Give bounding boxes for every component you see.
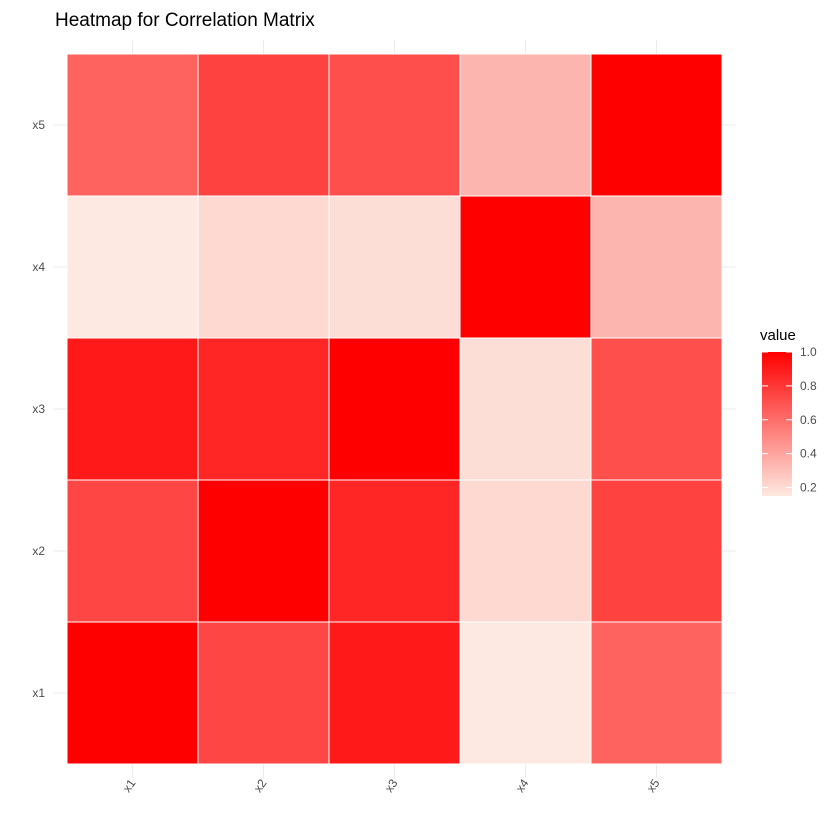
heatmap-cell-x4-x1 <box>66 195 199 339</box>
heatmap-cell-x1-x1 <box>66 621 199 765</box>
heatmap-cell-x2-x1 <box>66 479 199 623</box>
x-tick-label: x5 <box>644 776 663 795</box>
legend-colorbar <box>762 352 792 496</box>
heatmap-cell-x5-x2 <box>197 53 330 197</box>
heatmap-cell-x4-x5 <box>590 195 723 339</box>
color-legend: value 0.2 0.4 0.6 0.8 1.0 <box>760 327 817 496</box>
heatmap-cell-x3-x3 <box>328 337 461 481</box>
heatmap-cells <box>66 53 723 765</box>
y-tick-label: x5 <box>32 118 45 132</box>
heatmap-cell-x2-x4 <box>459 479 592 623</box>
y-axis-ticks: x1 x2 x3 x4 x5 <box>32 118 45 700</box>
x-tick-label: x3 <box>382 776 401 795</box>
y-tick-label: x3 <box>32 402 45 416</box>
heatmap-cell-x1-x5 <box>590 621 723 765</box>
legend-tick-label: 0.2 <box>800 481 817 495</box>
y-tick-label: x4 <box>32 260 45 274</box>
x-tick-label: x4 <box>513 776 532 795</box>
heatmap-cell-x3-x4 <box>459 337 592 481</box>
legend-title: value <box>760 327 796 344</box>
legend-tick-label: 0.8 <box>800 379 817 393</box>
x-tick-label: x2 <box>251 776 270 795</box>
heatmap-cell-x3-x5 <box>590 337 723 481</box>
x-axis-ticks: x1 x2 x3 x4 x5 <box>120 776 663 795</box>
heatmap-cell-x5-x4 <box>459 53 592 197</box>
heatmap-cell-x1-x3 <box>328 621 461 765</box>
heatmap-cell-x1-x2 <box>197 621 330 765</box>
chart-title: Heatmap for Correlation Matrix <box>55 10 315 31</box>
y-tick-label: x2 <box>32 544 45 558</box>
heatmap-cell-x3-x1 <box>66 337 199 481</box>
x-tick-label: x1 <box>120 776 139 795</box>
legend-tick-label: 0.6 <box>800 413 817 427</box>
heatmap-cell-x4-x4 <box>459 195 592 339</box>
heatmap-cell-x5-x3 <box>328 53 461 197</box>
y-tick-label: x1 <box>32 686 45 700</box>
heatmap-cell-x2-x5 <box>590 479 723 623</box>
heatmap-cell-x4-x2 <box>197 195 330 339</box>
heatmap-cell-x2-x3 <box>328 479 461 623</box>
heatmap-cell-x4-x3 <box>328 195 461 339</box>
legend-tick-label: 1.0 <box>800 345 817 359</box>
heatmap-cell-x2-x2 <box>197 479 330 623</box>
heatmap-cell-x3-x2 <box>197 337 330 481</box>
heatmap-cell-x5-x1 <box>66 53 199 197</box>
legend-tick-label: 0.4 <box>800 447 817 461</box>
heatmap-cell-x1-x4 <box>459 621 592 765</box>
legend-ticks: 0.2 0.4 0.6 0.8 1.0 <box>762 345 817 495</box>
heatmap-cell-x5-x5 <box>590 53 723 197</box>
